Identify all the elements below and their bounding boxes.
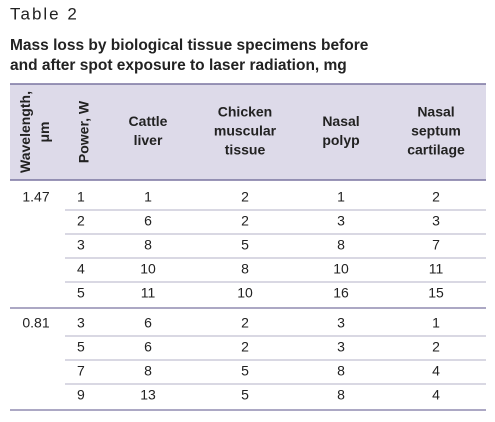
value-cell: 1 <box>432 315 440 331</box>
value-cell: 2 <box>432 339 440 355</box>
value-cell: 3 <box>337 315 345 331</box>
value-cell: 2 <box>432 189 440 205</box>
value-cell: 2 <box>241 189 249 205</box>
column-header: Wavelength, <box>17 91 33 173</box>
value-cell: 4 <box>432 387 440 403</box>
value-cell: 2 <box>241 339 249 355</box>
power-cell: 3 <box>77 315 85 331</box>
value-cell: 11 <box>141 285 156 301</box>
column-header: Chicken <box>218 104 272 120</box>
power-cell: 1 <box>77 189 85 205</box>
column-header: Nasal <box>417 104 454 120</box>
value-cell: 6 <box>144 339 152 355</box>
value-cell: 8 <box>144 363 152 379</box>
value-cell: 2 <box>241 315 249 331</box>
column-header: muscular <box>214 123 277 139</box>
column-header: cartilage <box>407 142 465 158</box>
value-cell: 6 <box>144 315 152 331</box>
power-cell: 5 <box>77 339 85 355</box>
value-cell: 8 <box>337 363 345 379</box>
table-label: Table 2 <box>10 4 79 23</box>
value-cell: 1 <box>144 189 152 205</box>
value-cell: 1 <box>337 189 345 205</box>
value-cell: 10 <box>140 261 156 277</box>
value-cell: 10 <box>333 261 349 277</box>
value-cell: 7 <box>432 237 440 253</box>
value-cell: 5 <box>241 363 249 379</box>
power-cell: 2 <box>77 213 85 229</box>
column-header: septum <box>411 123 461 139</box>
column-header: polyp <box>322 132 359 148</box>
value-cell: 8 <box>144 237 152 253</box>
wavelength-cell: 1.47 <box>22 189 49 205</box>
value-cell: 4 <box>432 363 440 379</box>
value-cell: 15 <box>428 285 444 301</box>
value-cell: 13 <box>140 387 156 403</box>
column-header: Cattle <box>129 113 168 129</box>
value-cell: 3 <box>432 213 440 229</box>
value-cell: 2 <box>241 213 249 229</box>
value-cell: 8 <box>337 387 345 403</box>
value-cell: 16 <box>333 285 349 301</box>
power-cell: 9 <box>77 387 85 403</box>
value-cell: 11 <box>429 261 444 277</box>
title-line: Mass loss by biological tissue specimens… <box>10 37 369 54</box>
value-cell: 3 <box>337 213 345 229</box>
power-cell: 7 <box>77 363 85 379</box>
value-cell: 3 <box>337 339 345 355</box>
column-header: Nasal <box>322 113 359 129</box>
value-cell: 5 <box>241 387 249 403</box>
wavelength-cell: 0.81 <box>22 315 49 331</box>
header-band <box>10 84 486 180</box>
column-header: liver <box>134 132 163 148</box>
value-cell: 8 <box>241 261 249 277</box>
value-cell: 6 <box>144 213 152 229</box>
title-line: and after spot exposure to laser radiati… <box>10 57 347 74</box>
power-cell: 4 <box>77 261 85 277</box>
value-cell: 5 <box>241 237 249 253</box>
value-cell: 8 <box>337 237 345 253</box>
column-header: μm <box>36 121 52 142</box>
column-header: Power, W <box>76 100 92 163</box>
value-cell: 10 <box>237 285 253 301</box>
column-header: tissue <box>225 142 266 158</box>
power-cell: 5 <box>77 285 85 301</box>
power-cell: 3 <box>77 237 85 253</box>
